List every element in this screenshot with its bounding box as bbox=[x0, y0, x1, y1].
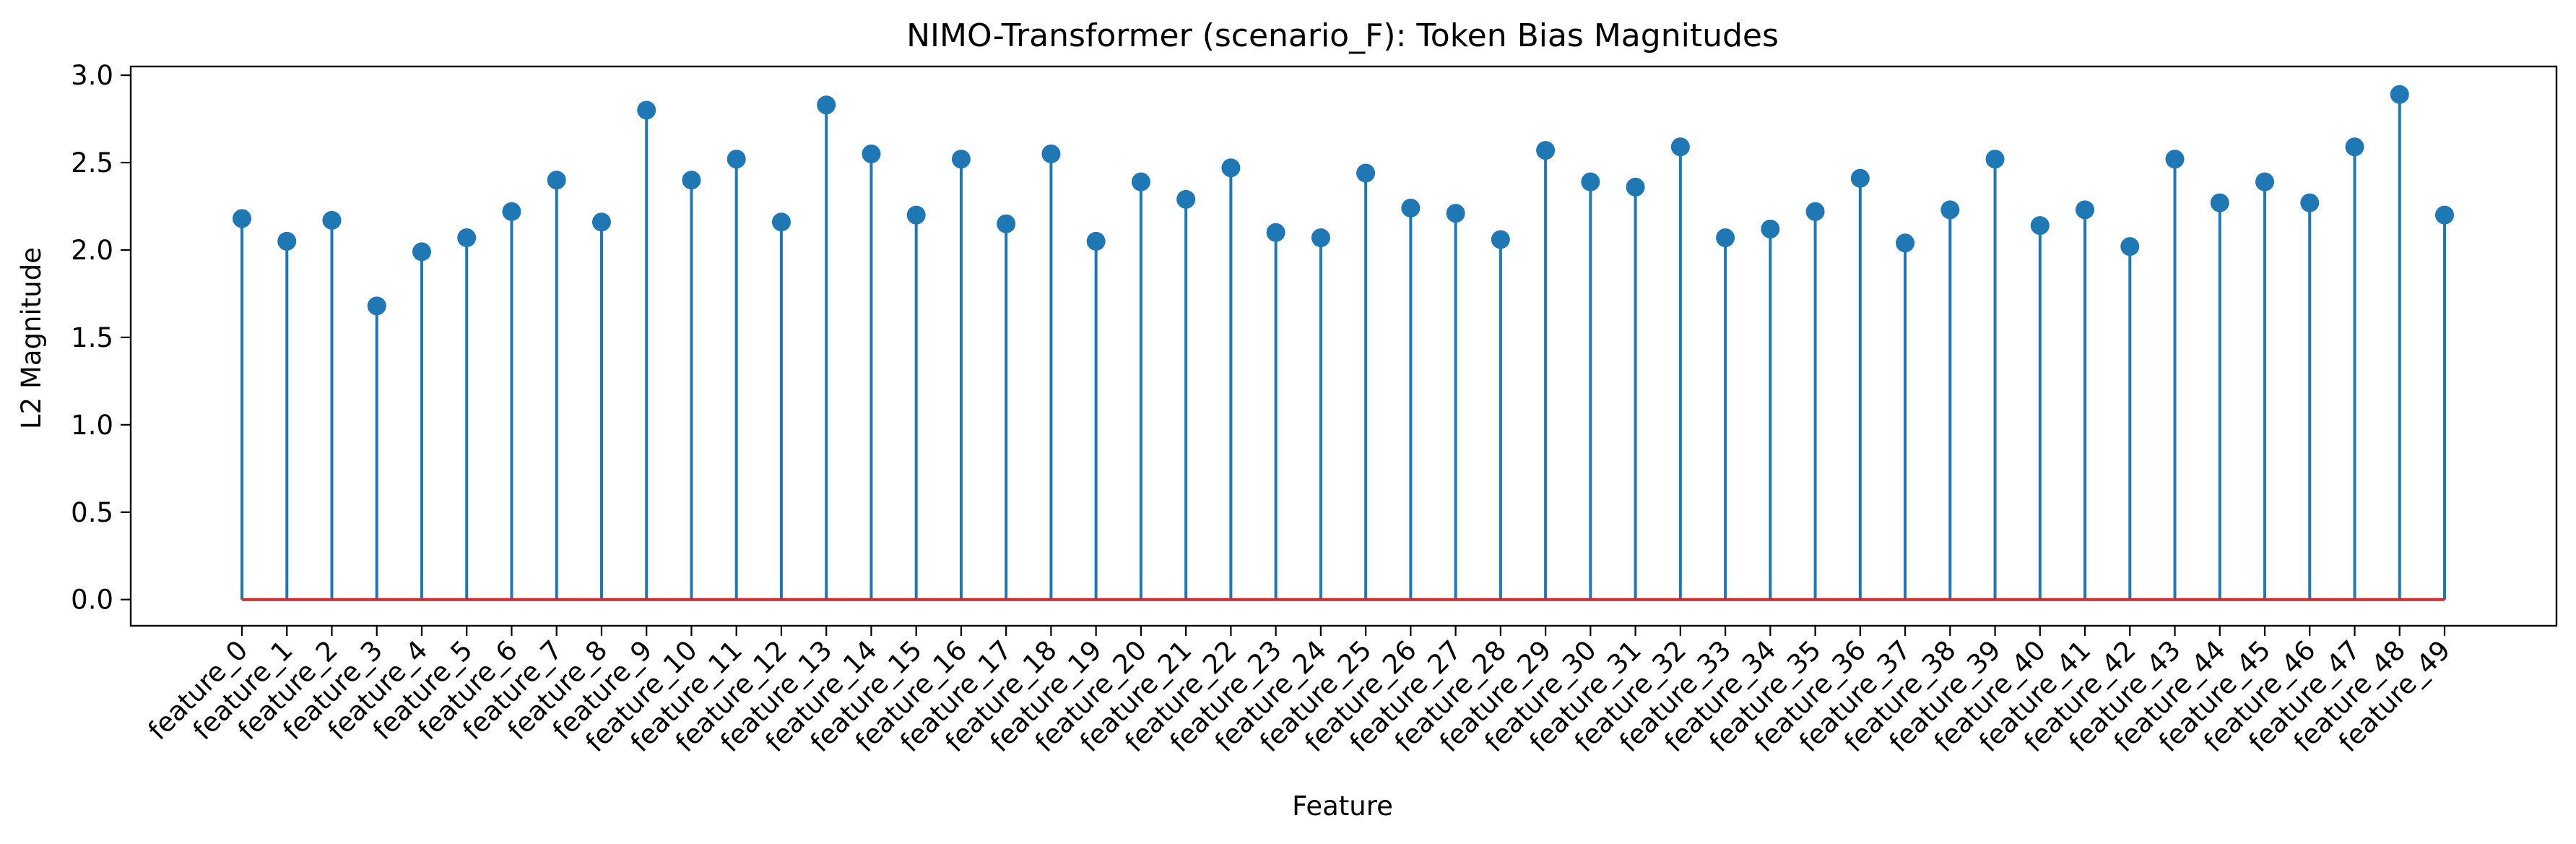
stem-marker bbox=[233, 209, 251, 228]
stem-marker bbox=[1670, 137, 1690, 157]
stem-marker bbox=[2120, 237, 2140, 257]
stem-marker bbox=[322, 210, 342, 230]
stem-marker bbox=[637, 100, 656, 120]
stem-marker bbox=[817, 95, 836, 115]
stem-marker bbox=[1761, 219, 1780, 238]
stem-marker bbox=[2435, 205, 2454, 225]
stem-marker bbox=[1401, 198, 1421, 218]
stem-marker bbox=[2030, 216, 2050, 236]
stem-marker bbox=[1086, 231, 1106, 251]
y-tick-label: 1.5 bbox=[71, 322, 113, 353]
y-tick-label: 1.0 bbox=[71, 410, 113, 441]
stem-marker bbox=[1850, 168, 1870, 188]
stem-marker bbox=[1356, 163, 1376, 183]
y-tick-label: 2.5 bbox=[71, 147, 113, 178]
y-tick-label: 2.0 bbox=[71, 235, 113, 266]
stem-marker bbox=[1266, 223, 1285, 242]
y-tick-label: 0.0 bbox=[71, 585, 113, 616]
stem-marker bbox=[771, 212, 791, 232]
y-tick-label: 0.5 bbox=[71, 497, 113, 528]
stem-marker bbox=[2390, 85, 2409, 104]
stem-marker bbox=[1536, 141, 1556, 160]
stem-marker bbox=[727, 150, 746, 169]
stem-marker bbox=[1221, 158, 1241, 178]
stem-marker bbox=[367, 296, 386, 316]
stem-marker bbox=[1940, 200, 1960, 220]
stem-marker bbox=[951, 150, 971, 169]
stem-marker bbox=[1041, 144, 1061, 163]
stem-marker bbox=[1311, 228, 1330, 248]
y-axis-title: L2 Magnitude bbox=[16, 247, 47, 429]
stem-marker bbox=[1716, 228, 1735, 248]
stem-marker bbox=[862, 144, 881, 163]
stem-marker bbox=[547, 171, 566, 190]
stem-marker bbox=[1131, 172, 1150, 191]
stem-marker bbox=[277, 231, 297, 251]
stem-marker bbox=[1985, 150, 2005, 169]
stem-marker bbox=[997, 214, 1016, 233]
plot-area: 0.00.51.01.52.02.53.0feature_0feature_1f… bbox=[71, 60, 2558, 758]
stem-marker bbox=[502, 202, 521, 221]
stem-marker bbox=[1176, 189, 1196, 209]
stem-marker bbox=[1896, 233, 1915, 253]
axes-frame bbox=[129, 65, 2558, 627]
stem-marker bbox=[1581, 172, 1600, 191]
stem-marker bbox=[591, 212, 611, 232]
stem-marker bbox=[906, 205, 926, 225]
stem-marker bbox=[1805, 202, 1825, 221]
stem-marker bbox=[1446, 204, 1465, 223]
stem-marker bbox=[1491, 230, 1510, 249]
stem-marker bbox=[2165, 150, 2185, 169]
x-axis-title: Feature bbox=[1292, 791, 1393, 822]
stem-marker bbox=[412, 242, 431, 262]
stem-marker bbox=[2076, 200, 2095, 220]
stem-marker bbox=[457, 228, 477, 248]
stem-marker bbox=[682, 171, 701, 190]
y-tick-label: 3.0 bbox=[71, 60, 113, 91]
stem-marker bbox=[2300, 193, 2320, 212]
stem-marker bbox=[2255, 172, 2275, 191]
chart-title: NIMO-Transformer (scenario_F): Token Bia… bbox=[906, 17, 1779, 54]
stem-marker bbox=[2210, 193, 2229, 212]
stem-marker bbox=[2345, 137, 2364, 157]
stem-marker bbox=[1626, 177, 1645, 197]
